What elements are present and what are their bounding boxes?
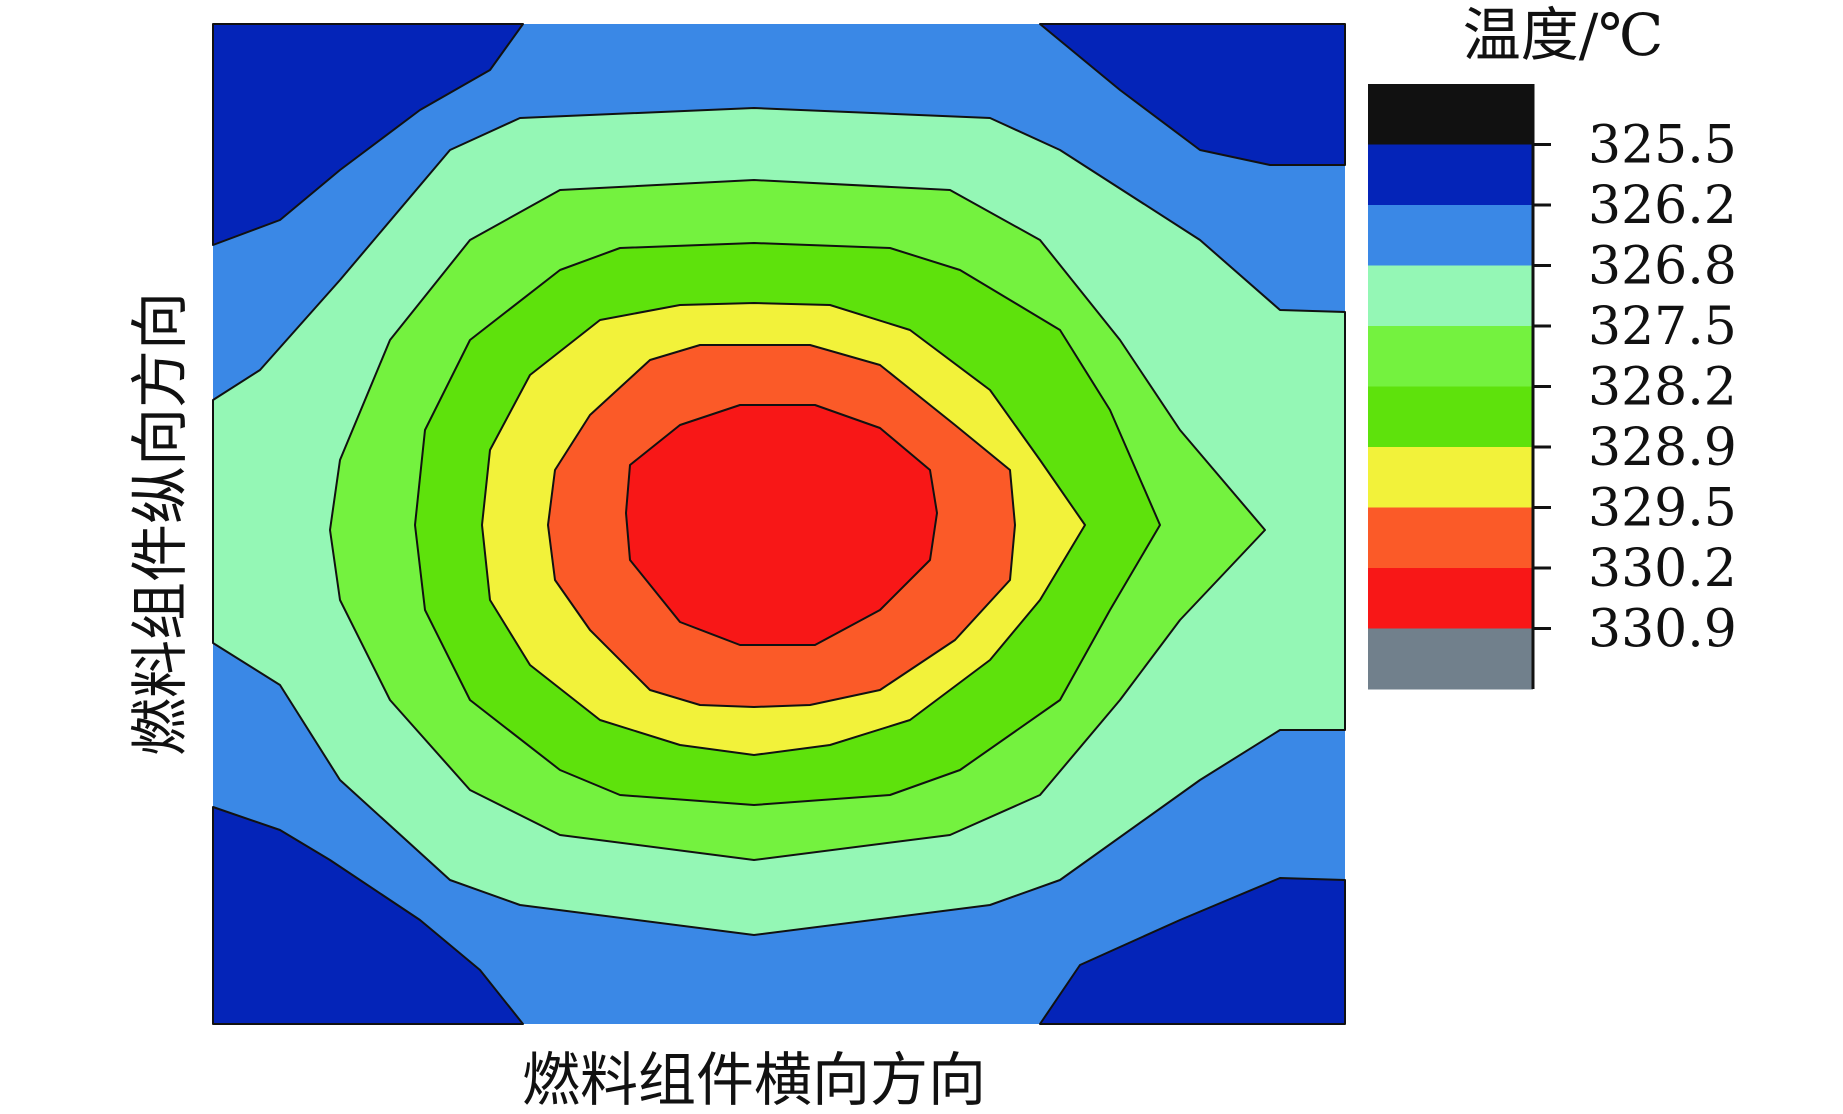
y-axis-label: 燃料组件纵向方向	[126, 292, 194, 756]
colorbar-tick-label: 328.2	[1588, 358, 1737, 418]
x-axis-label: 燃料组件横向方向	[522, 1046, 986, 1114]
colorbar-tick-label: 325.5	[1588, 116, 1737, 176]
colorbar-segment	[1368, 326, 1533, 387]
contour-bands	[212, 107, 1346, 936]
colorbar-tick-label: 326.8	[1588, 237, 1737, 297]
colorbar-segment	[1368, 447, 1533, 508]
contour-band-330.2-330.9	[625, 404, 938, 646]
colorbar: 325.5326.2326.8327.5328.2328.9329.5330.2…	[1368, 84, 1737, 690]
colorbar-segment	[1368, 265, 1533, 327]
colorbar-segment	[1368, 386, 1533, 448]
colorbar-segment	[1368, 568, 1533, 629]
colorbar-segment	[1368, 205, 1533, 266]
colorbar-segment	[1368, 144, 1533, 206]
colorbar-tick-label: 329.5	[1588, 479, 1737, 539]
corner-top-right	[1039, 23, 1346, 166]
corner-bottom-right	[1039, 877, 1346, 1025]
colorbar-tick-label: 330.2	[1588, 539, 1737, 599]
colorbar-segment	[1368, 628, 1533, 690]
corner-top-left	[212, 23, 524, 246]
corner-bands	[212, 23, 1346, 1025]
colorbar-tick-label: 328.9	[1588, 418, 1737, 478]
corner-bottom-left	[212, 806, 524, 1025]
colorbar-tick-label: 327.5	[1588, 297, 1737, 357]
colorbar-tick-label: 326.2	[1588, 176, 1737, 236]
colorbar-segment	[1368, 507, 1533, 569]
colorbar-tick-label: 330.9	[1588, 600, 1737, 660]
colorbar-segment	[1368, 84, 1533, 145]
colorbar-title: 温度/℃	[1463, 1, 1663, 69]
